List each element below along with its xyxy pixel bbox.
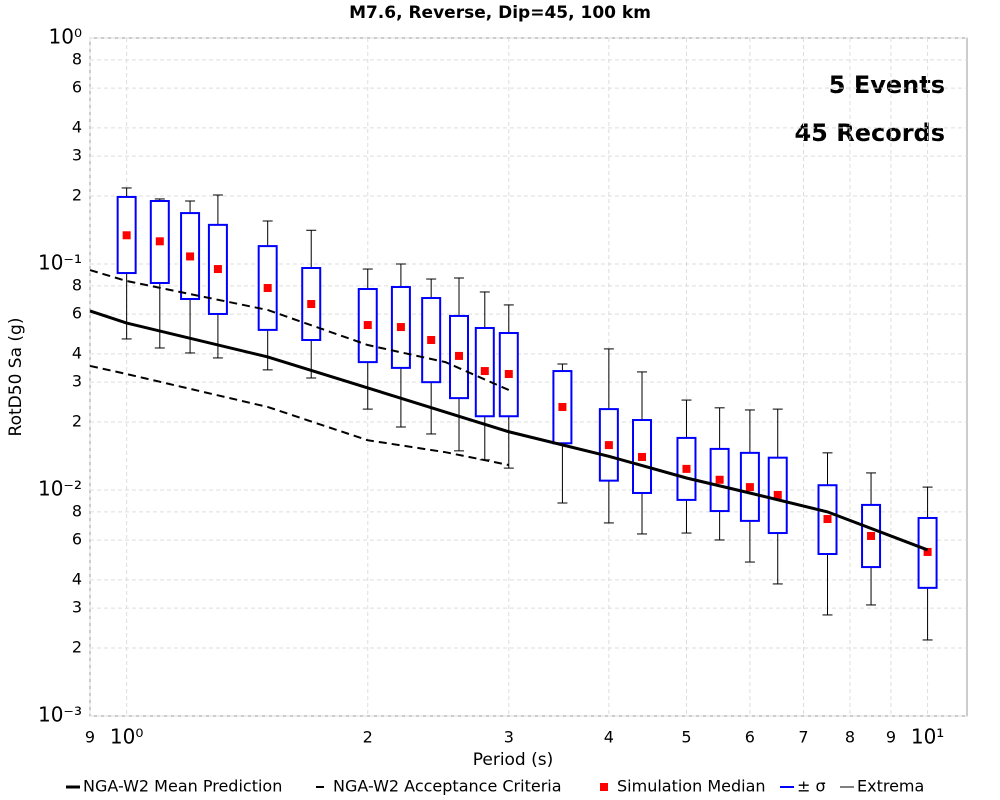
acceptance-upper — [89, 269, 510, 391]
y-tick-label: 3 — [72, 598, 82, 617]
y-tick-label: 4 — [72, 117, 82, 136]
x-tick-label: 10¹ — [911, 725, 944, 749]
y-tick-label: 8 — [72, 275, 82, 294]
y-tick-label: 8 — [72, 49, 82, 68]
x-tick-label: 8 — [845, 728, 855, 747]
plot-area — [89, 37, 968, 717]
y-tick-label: 2 — [72, 637, 82, 656]
median-marker — [923, 547, 932, 556]
y-tick-label: 4 — [72, 569, 82, 588]
median-marker — [823, 515, 832, 524]
y-tick-label: 10⁻¹ — [38, 251, 82, 275]
median-marker — [213, 265, 222, 274]
legend-label: Simulation Median — [617, 777, 766, 796]
chart-title: M7.6, Reverse, Dip=45, 100 km — [349, 3, 651, 23]
median-marker — [427, 336, 436, 345]
y-tick-label: 2 — [72, 411, 82, 430]
y-tick-label: 4 — [72, 343, 82, 362]
x-tick-label: 2 — [363, 728, 373, 747]
x-tick-label: 6 — [745, 728, 755, 747]
y-tick-label: 10⁻³ — [38, 703, 82, 727]
y-axis-label: RotD50 Sa (g) — [6, 318, 26, 437]
median-marker — [480, 367, 489, 376]
legend-label: Extrema — [857, 777, 924, 796]
acceptance-lower — [89, 364, 509, 466]
annotation: 5 Events — [829, 71, 945, 99]
median-marker — [186, 252, 195, 261]
y-tick-label: 3 — [72, 372, 82, 391]
annotation: 45 Records — [794, 119, 945, 147]
median-marker — [867, 531, 876, 540]
x-axis-label: Period (s) — [473, 750, 554, 770]
median-marker — [122, 231, 131, 240]
x-tick-label: 4 — [604, 728, 614, 747]
x-tick-label: 10⁰ — [110, 725, 143, 749]
median-marker — [773, 490, 782, 499]
median-marker — [363, 321, 372, 330]
median-marker — [604, 441, 613, 450]
median-marker — [745, 483, 754, 492]
median-marker — [263, 284, 272, 293]
y-tick-label: 10⁰ — [49, 25, 82, 49]
x-tick-label: 9 — [85, 728, 95, 747]
y-tick-label: 8 — [72, 501, 82, 520]
y-tick-label: 2 — [72, 185, 82, 204]
y-tick-label: 10⁻² — [38, 477, 82, 501]
legend-symbol — [600, 783, 608, 791]
mean-line — [89, 309, 929, 552]
median-marker — [558, 402, 567, 411]
median-marker — [155, 237, 164, 246]
median-marker — [682, 464, 691, 473]
y-tick-label: 6 — [72, 78, 82, 97]
y-tick-label: 6 — [72, 530, 82, 549]
median-marker — [504, 370, 513, 379]
median-marker — [638, 452, 647, 461]
y-tick-label: 3 — [72, 146, 82, 165]
median-marker — [396, 323, 405, 332]
legend-label: NGA-W2 Acceptance Criteria — [333, 777, 562, 796]
legend-label: NGA-W2 Mean Prediction — [83, 777, 282, 796]
median-marker — [715, 475, 724, 484]
median-marker — [307, 300, 316, 309]
x-tick-label: 5 — [681, 728, 691, 747]
y-tick-label: 6 — [72, 304, 82, 323]
legend-label: ± σ — [797, 777, 826, 796]
x-tick-label: 7 — [798, 728, 808, 747]
x-tick-label: 9 — [886, 728, 896, 747]
median-marker — [455, 351, 464, 360]
x-tick-label: 3 — [504, 728, 514, 747]
